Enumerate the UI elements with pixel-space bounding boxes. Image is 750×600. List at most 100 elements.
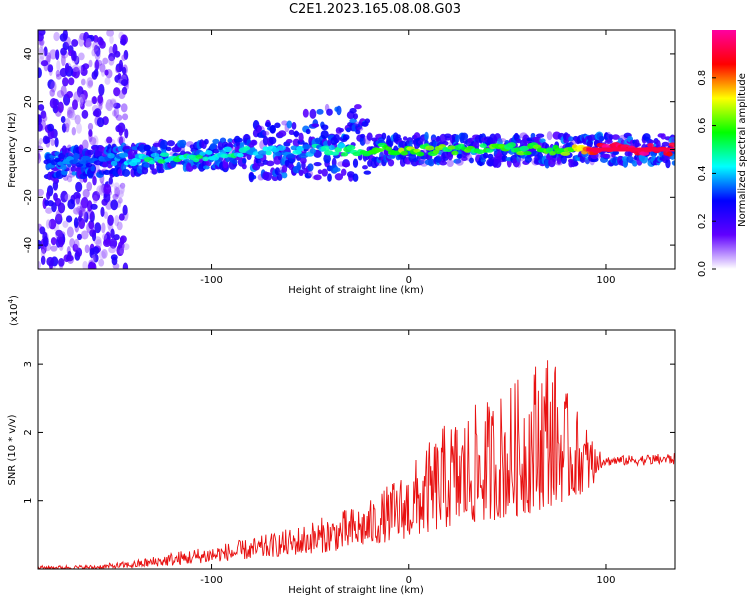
spectrogram-cell	[101, 248, 108, 259]
spectrogram-cell	[602, 153, 611, 159]
spectrogram-cell	[349, 118, 357, 124]
spectrogram-cell	[72, 99, 78, 111]
spectrogram-cell	[109, 35, 114, 44]
spectrogram-cell	[50, 245, 58, 252]
spectrogram-cell	[352, 173, 359, 182]
spectrogram-cell	[103, 211, 109, 219]
spectrogram-cell	[475, 149, 485, 155]
spectrogram-cell	[80, 197, 89, 209]
spectrogram-cell	[220, 153, 229, 159]
spectrogram-cell	[120, 103, 128, 113]
spectrogram-cell	[501, 155, 508, 162]
spectrogram-cell	[92, 194, 98, 204]
colorbar-tick-label: 0.8	[697, 70, 708, 86]
spectrogram-cell	[75, 247, 83, 258]
spectrogram-cell	[75, 194, 81, 205]
spectrogram-cell	[121, 86, 128, 95]
spectrogram-cell	[113, 106, 119, 119]
spectrogram-cell	[84, 100, 93, 107]
snr-y-multiplier-base: (x10	[9, 303, 20, 326]
spectrogram-cell	[656, 139, 661, 150]
spectrogram-cell	[328, 144, 335, 151]
spectrogram-cell	[121, 54, 127, 61]
spectrogram-cell	[108, 56, 115, 66]
spectrogram-cell	[44, 136, 51, 144]
spectrogram-cell	[87, 80, 93, 87]
spectrogram-cell	[180, 145, 186, 156]
spectrogram-cell	[114, 214, 120, 227]
spectrogram-cell	[82, 189, 90, 198]
spectrogram-cell	[281, 172, 288, 179]
spectrogram-cell	[92, 135, 99, 147]
spectrogram-cell	[83, 39, 92, 48]
spectrogram-cell	[430, 134, 437, 142]
spectrogram-cell	[461, 156, 468, 162]
spectrogram-cell	[93, 253, 99, 263]
spectrogram-cell	[320, 130, 329, 139]
spectrogram-cell	[598, 135, 605, 142]
spectrogram-cell	[92, 175, 97, 186]
spectrogram-cell	[86, 77, 94, 89]
spectrogram-cell	[241, 163, 247, 170]
spectrogram-cell	[116, 221, 123, 231]
spectrogram-cell	[666, 151, 673, 157]
spectrogram-cell	[121, 168, 131, 177]
spectrogram-cell	[157, 159, 166, 164]
spectrogram-cell	[251, 175, 257, 180]
y-tick-label: -20	[23, 189, 34, 205]
spectrogram-cell	[345, 127, 351, 133]
spectrogram-cell	[212, 138, 220, 145]
spectrogram-cell	[99, 40, 106, 49]
spectrogram-cell	[98, 103, 103, 111]
spectrogram-cell	[670, 135, 675, 142]
page-title: C2E1.2023.165.08.08.G03	[288, 2, 462, 17]
spectrogram-cell	[117, 135, 126, 145]
spectrogram-cell	[103, 183, 112, 195]
spectrogram-cell	[632, 160, 638, 167]
spectrogram-cell	[212, 148, 220, 154]
spectrogram-cell	[119, 247, 125, 255]
spectrogram-cell	[40, 110, 47, 119]
spectrogram-cell	[78, 65, 83, 74]
spectrogram-cell	[572, 161, 579, 166]
spectrogram-cell	[68, 77, 75, 86]
spectrogram-cell	[242, 157, 247, 164]
spectrogram-cell	[122, 204, 128, 216]
spectrogram-cell	[381, 132, 387, 140]
spectrogram-cell	[91, 262, 97, 269]
spectrogram-cell	[97, 94, 104, 104]
spectrogram-cell	[66, 226, 74, 238]
spectrogram-cell	[46, 191, 51, 200]
spectrogram-cell	[71, 171, 77, 176]
spectrogram-cell	[95, 45, 101, 57]
spectrogram-cell	[424, 131, 429, 141]
spectrogram-cell	[71, 127, 77, 136]
spectrogram-cell	[79, 93, 85, 103]
spectrogram-cell	[523, 151, 532, 156]
spectrogram-cell	[555, 161, 563, 166]
spectrogram-cell	[50, 139, 55, 146]
spectrogram-cell	[439, 160, 448, 166]
spectrogram-cell	[359, 135, 366, 146]
spectrogram-cell	[108, 246, 116, 254]
spectrogram-cell	[87, 122, 94, 131]
spectrogram-cell	[323, 153, 331, 164]
spectrogram-cell	[262, 135, 269, 146]
spectrogram-cell	[86, 181, 93, 192]
spectrogram-cell	[108, 176, 113, 185]
spectrogram-cell	[39, 39, 45, 46]
spectrogram-cell	[334, 173, 344, 181]
spectrogram-cell	[374, 147, 385, 153]
spectrogram-cell	[46, 52, 52, 63]
spectrogram-cell	[66, 90, 74, 99]
spectrogram-cell	[89, 247, 95, 259]
spectrogram-cell	[634, 139, 640, 148]
spectrogram-cell	[612, 150, 620, 155]
spectrogram-cell	[58, 258, 65, 267]
spectrogram-cell	[115, 114, 123, 121]
spectrogram-cell	[455, 134, 460, 143]
spectrogram-cell	[472, 140, 480, 150]
spectrogram-cell	[66, 255, 74, 262]
spectrogram-cell	[75, 181, 83, 193]
spectrogram-cell	[62, 220, 69, 228]
